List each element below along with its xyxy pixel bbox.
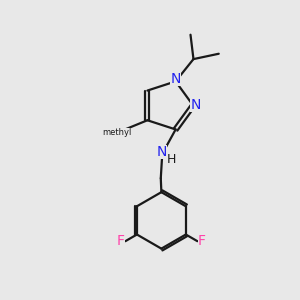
Text: N: N bbox=[190, 98, 201, 112]
Text: N: N bbox=[170, 72, 181, 86]
Text: F: F bbox=[198, 234, 206, 248]
Text: methyl: methyl bbox=[102, 128, 131, 137]
Text: H: H bbox=[167, 153, 176, 166]
Text: N: N bbox=[157, 145, 167, 159]
Text: F: F bbox=[117, 234, 125, 248]
